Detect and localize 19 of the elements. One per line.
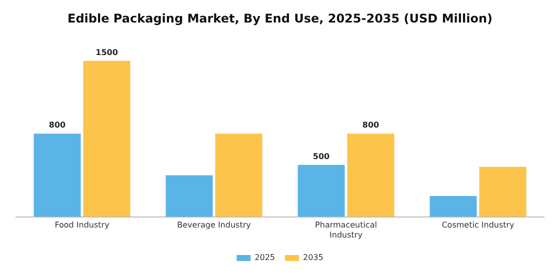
- data-label: 1500: [96, 48, 118, 57]
- data-label: 500: [312, 152, 330, 161]
- x-tick-label: Beverage Industry: [177, 220, 252, 230]
- chart-title: Edible Packaging Market, By End Use, 2025-2035 (USD Million): [68, 11, 492, 26]
- bar: [166, 175, 213, 217]
- x-tick-label: Food Industry: [54, 220, 110, 230]
- bar: [83, 60, 130, 217]
- legend-label: 2035: [303, 253, 324, 262]
- bar: [347, 134, 394, 217]
- bar: [479, 166, 526, 217]
- x-tick-label: Pharmaceutical Industry: [315, 220, 377, 240]
- bar: [34, 134, 81, 217]
- bar: [298, 164, 345, 217]
- x-tick-label: Cosmetic Industry: [442, 220, 515, 230]
- data-label: 800: [362, 120, 380, 130]
- bar: [215, 134, 262, 217]
- data-label: 800: [48, 120, 66, 130]
- bar: [430, 196, 477, 217]
- legend-label: 2025: [254, 253, 275, 262]
